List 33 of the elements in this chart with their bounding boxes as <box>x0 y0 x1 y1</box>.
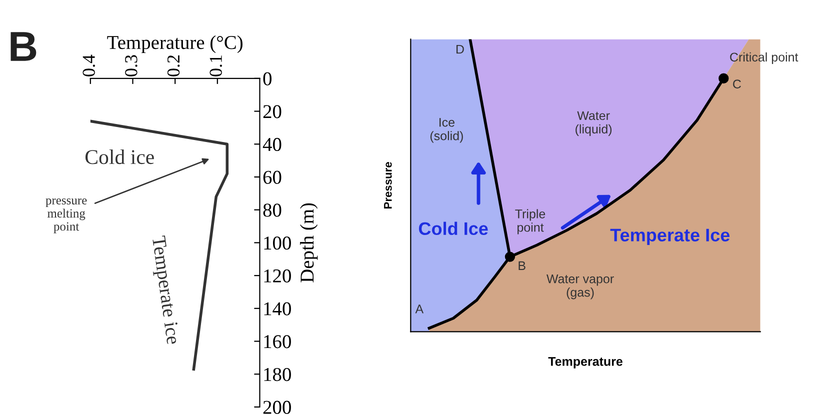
text: Water vapor (gas) <box>546 274 614 300</box>
text: A <box>415 304 424 314</box>
annotation: Temperate ice <box>148 235 180 346</box>
text: Water (liquid) <box>576 111 612 136</box>
y-tick-label: 80 <box>263 204 282 217</box>
text: Temperature <box>548 357 622 368</box>
annotation: Cold ice <box>85 149 154 164</box>
y-tick-label: 200 <box>263 400 291 414</box>
x-tick-label: 0.2 <box>167 55 180 76</box>
text: Temperate Ice <box>610 228 730 246</box>
x-tick-label: 0.3 <box>125 55 138 76</box>
y-tick-label: 40 <box>262 138 282 152</box>
y-tick-label: 100 <box>264 236 291 250</box>
text: Pressure <box>384 162 392 208</box>
y-tick-label: 180 <box>264 368 291 382</box>
text: pressure melting point <box>46 198 87 234</box>
y-tick-label: 140 <box>264 302 291 316</box>
y-tick-label: 120 <box>264 269 291 282</box>
x-tick-label: 0.4 <box>82 54 96 76</box>
y-tick-label: 60 <box>263 170 282 184</box>
y-axis-title: Depth (m) <box>300 203 318 282</box>
x-axis-title: Temperature (°C) <box>107 35 242 54</box>
text: B <box>10 32 36 61</box>
text: Cold Ice <box>418 222 488 236</box>
x-tick-label: 0.1 <box>210 56 222 76</box>
y-tick-label: 20 <box>263 105 282 118</box>
y-tick-label: 160 <box>264 335 291 348</box>
text: C <box>733 80 741 88</box>
text: D <box>456 44 464 54</box>
y-tick-label: 0 <box>263 72 272 86</box>
text: Ice (solid) <box>430 118 463 143</box>
text: Triple point <box>515 209 546 234</box>
text: B <box>518 261 526 270</box>
